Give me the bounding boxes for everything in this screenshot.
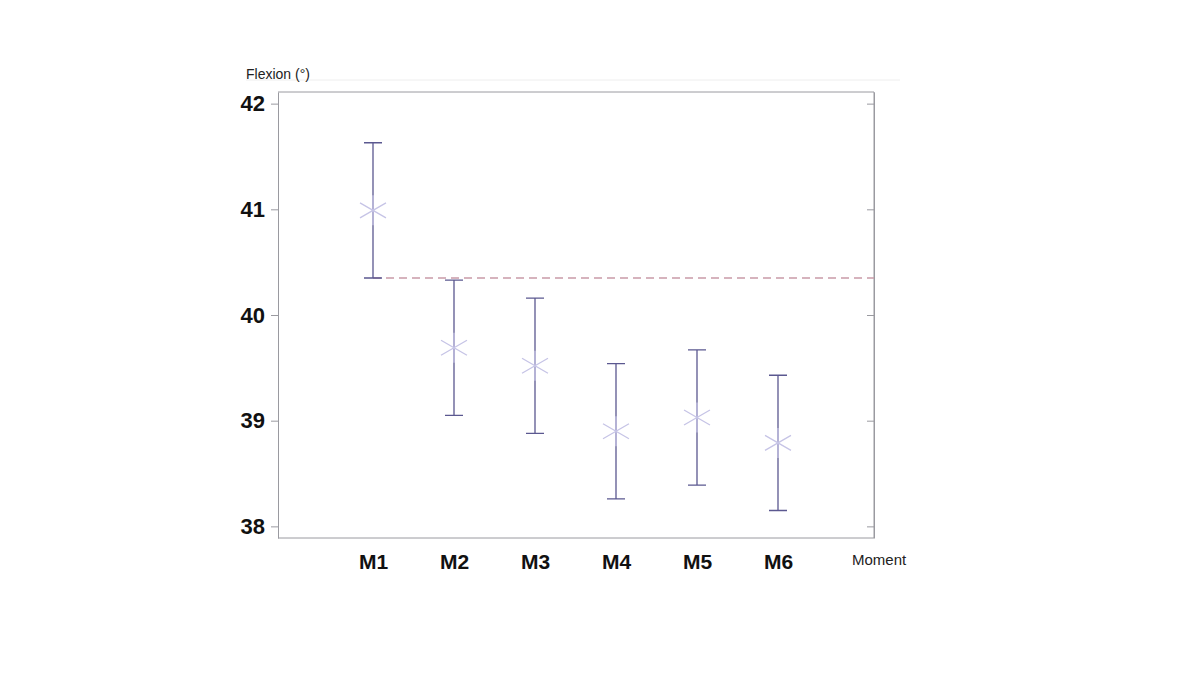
point-marker — [522, 351, 548, 381]
tick: M4 — [602, 550, 631, 573]
tick-mark — [867, 526, 874, 527]
header-rule — [246, 80, 900, 81]
tick-label: 41 — [241, 197, 265, 222]
point-marker — [765, 428, 791, 458]
tick: 41 — [241, 197, 278, 222]
tick-mark — [271, 104, 278, 105]
y-axis-title: Flexion (°) — [246, 66, 310, 82]
axis-line — [874, 93, 875, 539]
tick: 38 — [241, 514, 278, 539]
tick — [867, 526, 874, 527]
axis-line — [278, 93, 279, 539]
point-marker — [603, 416, 629, 446]
tick: 39 — [241, 408, 278, 433]
tick-label: 38 — [241, 514, 265, 539]
tick — [867, 104, 874, 105]
tick-label: M6 — [764, 550, 793, 573]
tick — [867, 209, 874, 210]
y-axis: 38 39 40 41 42 — [241, 91, 279, 539]
tick-mark — [271, 315, 278, 316]
tick-mark — [867, 104, 874, 105]
tick-mark — [867, 315, 874, 316]
tick-label: M4 — [602, 550, 631, 573]
tick-label: M2 — [440, 550, 469, 573]
point-marker — [684, 403, 710, 433]
tick-label: 40 — [241, 303, 265, 328]
point-marker — [441, 333, 467, 363]
tick-mark — [271, 421, 278, 422]
tick: M3 — [521, 550, 550, 573]
plot-frame — [278, 92, 874, 538]
plot-area — [360, 143, 874, 511]
tick-mark — [867, 421, 874, 422]
tick-label: M5 — [683, 550, 712, 573]
tick-label: M3 — [521, 550, 550, 573]
tick-label: M1 — [359, 550, 388, 573]
x-axis: M1 M2 M3 M4 M5 M6 — [278, 538, 874, 573]
reference-line — [373, 277, 874, 279]
tick: 42 — [241, 91, 278, 116]
tick: 40 — [241, 303, 278, 328]
tick-mark — [271, 526, 278, 527]
tick: M6 — [764, 550, 793, 573]
chart: 38 39 40 41 42 M1 M2 M3 M4 M5 M6 Flexion (°) Moment — [0, 0, 1200, 675]
axis-line — [278, 538, 874, 539]
tick: M1 — [359, 550, 388, 573]
right-axis — [867, 93, 875, 539]
tick-mark — [271, 209, 278, 210]
tick-mark — [867, 209, 874, 210]
tick: M5 — [683, 550, 712, 573]
tick — [867, 315, 874, 316]
tick: M2 — [440, 550, 469, 573]
tick-label: 39 — [241, 408, 265, 433]
tick-label: 42 — [241, 91, 265, 116]
point-marker — [360, 195, 386, 225]
x-axis-title: Moment — [852, 551, 907, 568]
tick — [867, 421, 874, 422]
